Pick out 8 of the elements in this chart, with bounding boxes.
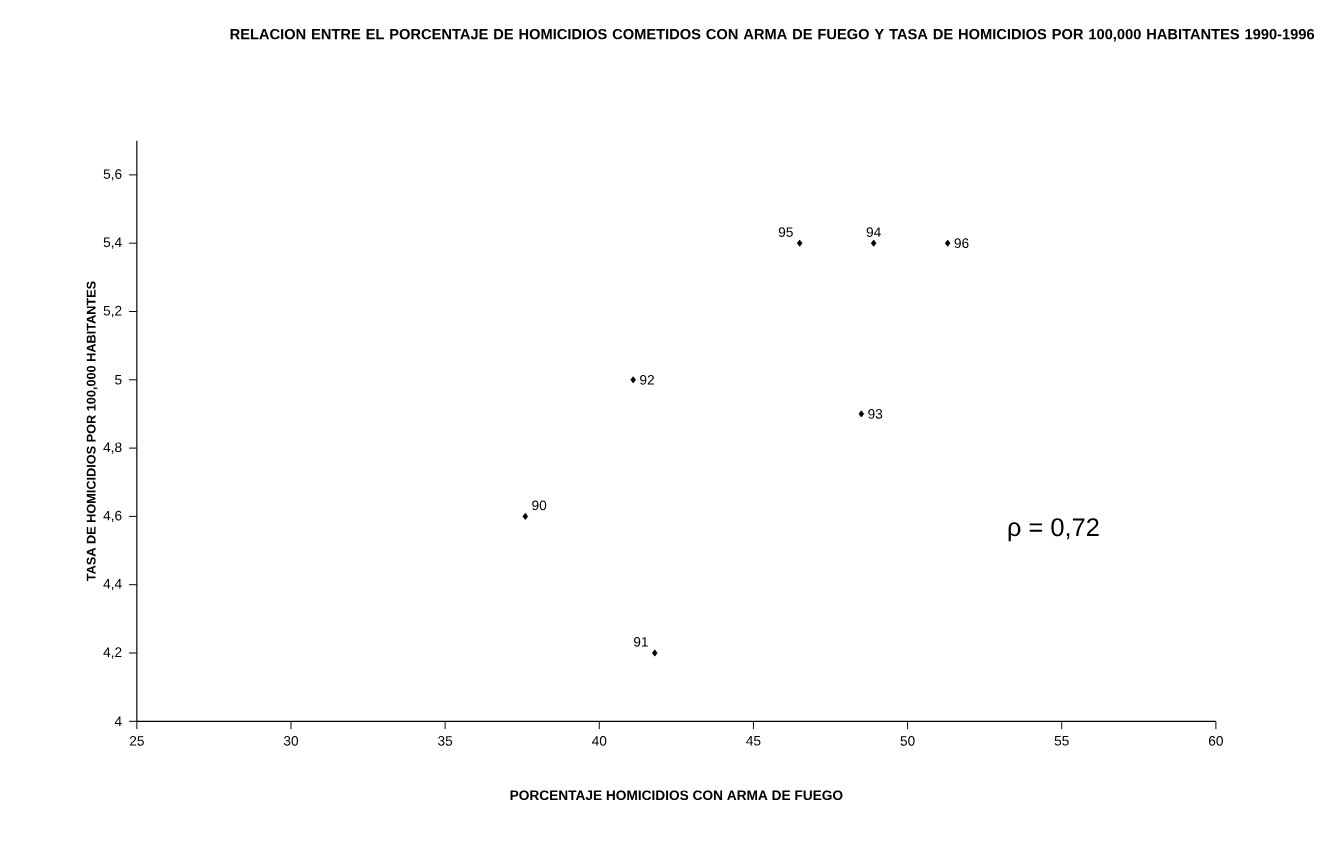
point xyxy=(858,410,865,418)
point xyxy=(522,512,529,520)
point xyxy=(870,239,877,247)
point xyxy=(630,376,636,384)
point xyxy=(796,239,803,247)
point xyxy=(944,239,951,247)
point xyxy=(652,649,658,657)
annotation: ρ = 0,72 xyxy=(1008,517,1099,541)
